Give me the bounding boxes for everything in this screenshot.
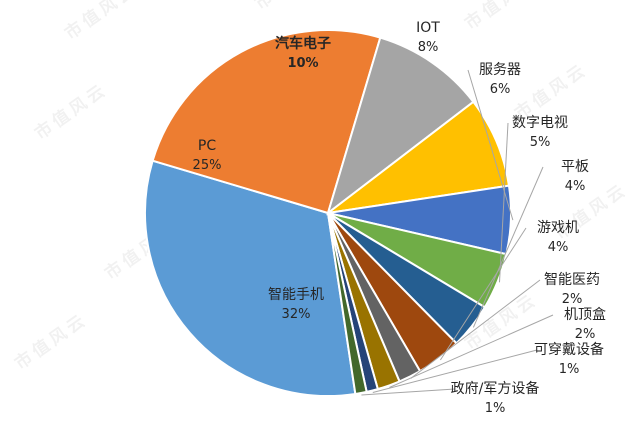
data-label-10: 机顶盒 2% <box>564 306 606 342</box>
slice-name-label: 服务器 <box>479 62 521 78</box>
watermark-text: 市值风云 <box>61 0 142 44</box>
watermark-text: 市值风云 <box>31 79 112 144</box>
slice-value-label: 4% <box>548 240 569 255</box>
slice-1 <box>144 159 357 397</box>
data-label-6: 数字电视 5% <box>512 115 568 150</box>
data-label-11: 可穿戴设备 1% <box>534 341 604 377</box>
slice-value-label: 6% <box>490 82 511 97</box>
label-layer: 智能手机32%PC25%汽车电子10%IOT8%服务器6%数字电视5%平板4%游… <box>193 20 606 416</box>
slice-name-label: 政府/军方设备 <box>451 380 540 397</box>
data-label-12: 政府/军方设备 1% <box>451 380 540 416</box>
data-label-2: PC 25% <box>193 138 222 173</box>
watermark-text: 市值风云 <box>11 309 92 374</box>
leader-line-11 <box>372 349 538 393</box>
slice-name-label: 平板 <box>561 159 589 175</box>
slice-name-label: 汽车电子 <box>275 35 331 52</box>
slice-layer <box>144 29 512 397</box>
slice-name-label: 可穿戴设备 <box>534 341 604 358</box>
leader-line-7 <box>472 166 544 328</box>
slice-name-label: 游戏机 <box>537 220 579 236</box>
leader-line-10 <box>389 314 554 388</box>
slice-name-label: 机顶盒 <box>564 306 606 323</box>
leader-line-9 <box>410 279 541 379</box>
slice-name-label: IOT <box>416 20 440 36</box>
leader-line-8 <box>439 227 527 361</box>
slice-value-label: 5% <box>530 135 551 150</box>
data-label-7: 平板 4% <box>561 159 589 194</box>
slice-2 <box>151 29 382 215</box>
data-label-8: 游戏机 4% <box>537 220 579 255</box>
slice-12 <box>327 212 368 396</box>
slice-name-label: PC <box>198 138 216 154</box>
slice-value-label: 4% <box>565 179 586 194</box>
slice-name-label: 数字电视 <box>512 115 568 131</box>
slice-value-label: 2% <box>575 327 596 342</box>
slice-name-label: 智能医药 <box>544 272 600 288</box>
slice-value-label: 8% <box>418 40 439 55</box>
watermark-text: 市值风云 <box>251 0 332 14</box>
leader-layer <box>361 69 554 396</box>
data-label-5: 服务器 6% <box>479 62 521 97</box>
watermark-text: 市值风云 <box>461 0 542 34</box>
slice-value-label: 1% <box>559 362 580 377</box>
leader-line-6 <box>499 122 509 283</box>
data-label-9: 智能医药 2% <box>544 272 600 307</box>
slice-value-label: 1% <box>485 401 506 416</box>
data-label-3: 汽车电子 10% <box>275 35 331 71</box>
slice-value-label: 10% <box>287 56 318 71</box>
slice-3 <box>326 36 475 216</box>
data-label-4: IOT 8% <box>416 20 440 55</box>
leader-line-12 <box>361 388 456 396</box>
slice-name-label: 智能手机 <box>268 287 324 303</box>
leader-line-5 <box>467 69 514 221</box>
slice-value-label: 25% <box>193 158 222 173</box>
slice-value-label: 32% <box>282 307 311 322</box>
slice-4 <box>327 100 511 214</box>
slice-value-label: 2% <box>562 292 583 307</box>
data-label-1: 智能手机 32% <box>268 287 324 322</box>
